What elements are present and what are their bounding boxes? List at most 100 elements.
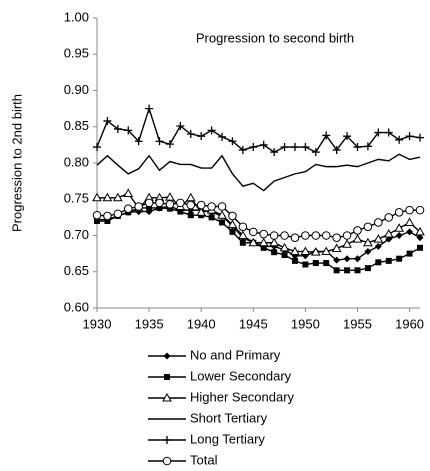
marker <box>363 142 372 151</box>
y-tick-label: 0.65 <box>64 263 89 278</box>
marker <box>104 218 111 224</box>
x-tick-label: 1945 <box>239 316 268 331</box>
marker <box>300 246 311 255</box>
marker <box>94 218 100 224</box>
marker <box>343 255 351 263</box>
marker <box>197 132 206 141</box>
marker <box>301 231 310 240</box>
marker <box>406 250 413 257</box>
marker <box>332 145 341 154</box>
marker <box>394 208 404 217</box>
marker <box>354 267 361 274</box>
marker <box>374 218 383 227</box>
marker <box>270 148 279 157</box>
marker <box>405 132 414 141</box>
legend-label: Lower Secondary <box>190 368 292 383</box>
marker <box>156 204 163 211</box>
marker <box>186 200 196 210</box>
marker <box>417 244 423 251</box>
marker <box>123 188 134 197</box>
marker <box>134 137 143 146</box>
marker <box>145 104 154 113</box>
marker <box>258 237 269 247</box>
marker <box>238 145 247 154</box>
marker <box>238 222 248 232</box>
marker <box>271 249 278 256</box>
y-axis-label: Progression to 2nd birth <box>9 94 24 232</box>
marker <box>155 198 164 208</box>
marker <box>323 260 330 267</box>
x-tick-label: 1930 <box>83 316 112 331</box>
x-tick-label: 1950 <box>291 316 320 331</box>
marker <box>259 229 269 239</box>
x-tick-label: 1935 <box>135 316 164 331</box>
marker <box>332 233 341 242</box>
marker <box>311 231 321 240</box>
marker <box>353 226 362 235</box>
marker <box>342 239 352 248</box>
y-tick-label: 0.70 <box>64 227 89 242</box>
marker <box>229 228 236 235</box>
marker <box>374 128 383 137</box>
marker <box>196 207 207 216</box>
legend-item: Short Tertiary <box>148 410 268 425</box>
marker <box>207 126 216 135</box>
legend-item: Lower Secondary <box>148 368 292 383</box>
x-tick-label: 1955 <box>343 316 372 331</box>
marker <box>279 242 290 252</box>
x-tick-label: 1940 <box>187 316 216 331</box>
marker <box>248 237 259 247</box>
legend-item: Long Tertiary <box>148 431 265 446</box>
marker <box>208 214 215 221</box>
marker <box>363 222 373 232</box>
marker <box>102 192 113 202</box>
marker <box>290 143 299 152</box>
marker <box>238 230 248 239</box>
legend-label: Total <box>190 452 218 467</box>
marker <box>134 202 143 211</box>
marker <box>344 267 351 274</box>
marker <box>217 202 227 211</box>
marker <box>176 122 185 131</box>
marker <box>363 237 373 247</box>
marker <box>185 192 196 202</box>
y-tick-label: 1.00 <box>64 9 89 24</box>
marker <box>364 247 372 255</box>
marker <box>113 209 123 219</box>
marker <box>207 202 216 211</box>
y-tick-label: 0.80 <box>64 154 89 169</box>
marker <box>291 257 298 264</box>
marker <box>164 374 170 380</box>
marker <box>375 259 382 266</box>
marker <box>404 217 415 226</box>
marker <box>342 231 352 240</box>
marker <box>163 436 171 444</box>
marker <box>186 130 195 138</box>
legend-label: Higher Secondary <box>190 389 295 404</box>
marker <box>352 234 363 243</box>
legend-label: Short Tertiary <box>190 410 268 425</box>
marker <box>333 267 340 274</box>
y-tick-label: 0.90 <box>64 82 89 97</box>
marker <box>248 227 258 237</box>
marker <box>165 200 175 209</box>
marker <box>146 204 153 211</box>
marker <box>92 210 102 220</box>
marker <box>321 246 332 255</box>
y-tick-label: 0.85 <box>64 118 89 133</box>
series-line <box>96 153 421 192</box>
marker <box>228 137 237 146</box>
marker <box>163 352 171 360</box>
marker <box>416 234 424 242</box>
marker <box>103 211 112 221</box>
marker <box>93 143 101 152</box>
marker <box>374 242 382 250</box>
marker <box>196 200 206 210</box>
marker <box>416 133 424 142</box>
series-line <box>97 207 421 271</box>
legend-item: Total <box>148 452 218 467</box>
marker <box>124 126 133 135</box>
marker <box>312 260 319 267</box>
marker <box>353 255 361 263</box>
legend-item: Higher Secondary <box>148 389 295 404</box>
